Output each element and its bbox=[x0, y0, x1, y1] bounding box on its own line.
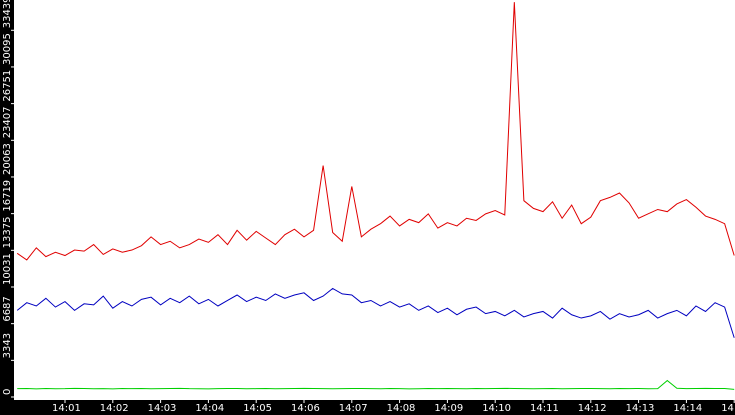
x-tick-label: 14:09 bbox=[434, 403, 463, 414]
x-tick-label: 14:06 bbox=[291, 403, 320, 414]
series-line bbox=[16, 2, 735, 261]
series-line bbox=[17, 379, 735, 390]
x-tick-label: 14:03 bbox=[148, 403, 177, 414]
y-tick-label: 30095 bbox=[2, 33, 13, 65]
x-tick-label: 14:08 bbox=[387, 403, 416, 414]
x-tick-label: 14:07 bbox=[339, 403, 368, 414]
y-axis-strip bbox=[0, 0, 14, 415]
x-tick-label: 14:05 bbox=[243, 403, 272, 414]
y-tick-label: 26751 bbox=[2, 70, 13, 102]
x-tick-label: 14:14 bbox=[673, 403, 702, 414]
x-tick-label: 14:10 bbox=[482, 403, 511, 414]
y-tick-label: 20063 bbox=[2, 143, 13, 175]
x-tick-label: 14:01 bbox=[52, 403, 81, 414]
y-tick-label: 6687 bbox=[2, 296, 13, 321]
y-tick-label: 13375 bbox=[2, 217, 13, 249]
y-tick-label: 0 bbox=[2, 389, 13, 395]
y-tick-label: 33439 bbox=[2, 0, 13, 28]
y-tick-label: 23407 bbox=[2, 106, 13, 138]
y-tick-label: 16719 bbox=[2, 180, 13, 212]
y-tick-label: 3343 bbox=[2, 333, 13, 358]
x-tick-label: 14:02 bbox=[100, 403, 129, 414]
x-tick-label: 14:11 bbox=[530, 403, 559, 414]
x-tick-label: 14 bbox=[721, 403, 734, 414]
y-tick-label: 10031 bbox=[2, 253, 13, 285]
x-tick-label: 14:04 bbox=[195, 403, 224, 414]
series-line bbox=[16, 287, 735, 338]
x-tick-label: 14:13 bbox=[626, 403, 655, 414]
x-axis-strip bbox=[0, 400, 735, 415]
x-tick-label: 14:12 bbox=[578, 403, 607, 414]
